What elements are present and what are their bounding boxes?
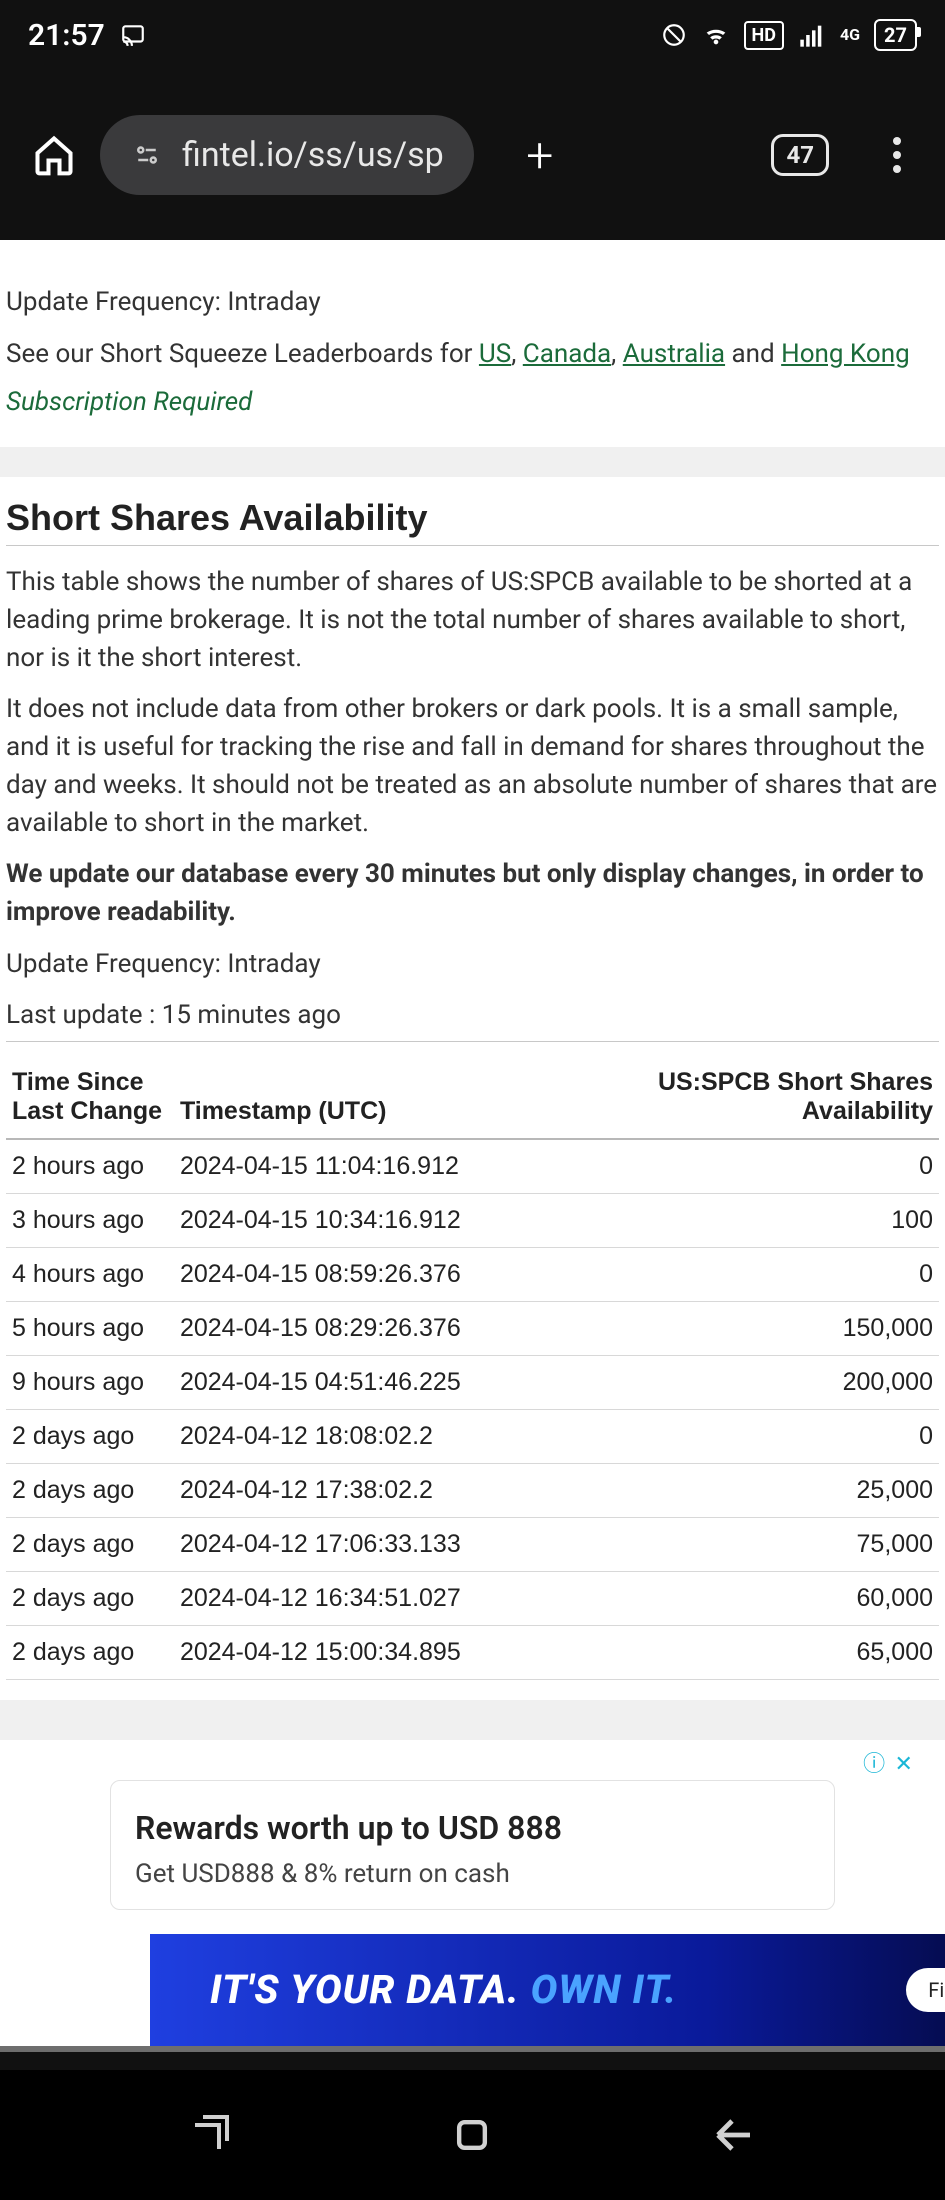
hd-badge: HD [744,21,784,50]
cell-time-since: 2 days ago [6,1463,174,1517]
leaderboard-sentence: See our Short Squeeze Leaderboards for U… [6,336,939,374]
cell-time-since: 9 hours ago [6,1355,174,1409]
table-row: 5 hours ago2024-04-15 08:29:26.376150,00… [6,1301,939,1355]
cell-timestamp: 2024-04-15 10:34:16.912 [174,1193,547,1247]
cell-time-since: 2 days ago [6,1625,174,1679]
network-type: 4G [840,25,860,44]
last-update: Last update : 15 minutes ago [6,997,939,1042]
cell-availability: 100 [547,1193,939,1247]
android-status-bar: 21:57 HD 4G 27 [0,0,945,70]
cell-timestamp: 2024-04-15 08:59:26.376 [174,1247,547,1301]
table-row: 4 hours ago2024-04-15 08:59:26.3760 [6,1247,939,1301]
table-row: 2 hours ago2024-04-15 11:04:16.9120 [6,1139,939,1194]
subscription-required: Subscription Required [6,387,939,417]
cell-time-since: 3 hours ago [6,1193,174,1247]
col-time-since: Time Since Last Change [6,1056,174,1139]
table-row: 2 days ago2024-04-12 17:06:33.13375,000 [6,1517,939,1571]
section-p1: This table shows the number of shares of… [6,564,939,677]
cell-availability: 60,000 [547,1571,939,1625]
cell-timestamp: 2024-04-15 08:29:26.376 [174,1301,547,1355]
new-tab-button[interactable]: + [514,127,566,184]
ad-banner[interactable]: IT'S YOUR DATA. OWN IT. Fir [150,1934,945,2046]
battery-badge: 27 [874,19,917,51]
cell-time-since: 2 days ago [6,1517,174,1571]
update-frequency-top: Update Frequency: Intraday [6,284,939,322]
cell-time-since: 2 hours ago [6,1139,174,1194]
ad-banner-pill: Fir [906,1968,945,2012]
home-nav-button[interactable] [442,2105,502,2165]
tab-switcher-button[interactable]: 47 [771,134,829,176]
cell-availability: 0 [547,1139,939,1194]
cell-timestamp: 2024-04-12 16:34:51.027 [174,1571,547,1625]
url-bar[interactable]: fintel.io/ss/us/sp [100,115,474,195]
cell-time-since: 4 hours ago [6,1247,174,1301]
wifi-icon [702,21,730,49]
cell-availability: 200,000 [547,1355,939,1409]
update-frequency-section: Update Frequency: Intraday [6,946,939,984]
cell-timestamp: 2024-04-15 04:51:46.225 [174,1355,547,1409]
cell-timestamp: 2024-04-15 11:04:16.912 [174,1139,547,1194]
section-p2: It does not include data from other brok… [6,691,939,842]
cell-availability: 0 [547,1409,939,1463]
link-canada[interactable]: Canada [523,339,611,369]
link-australia[interactable]: Australia [623,339,725,369]
cell-availability: 65,000 [547,1625,939,1679]
table-row: 3 hours ago2024-04-15 10:34:16.912100 [6,1193,939,1247]
cell-timestamp: 2024-04-12 18:08:02.2 [174,1409,547,1463]
short-shares-table: Time Since Last Change Timestamp (UTC) U… [6,1056,939,1680]
cell-timestamp: 2024-04-12 17:06:33.133 [174,1517,547,1571]
browser-toolbar: fintel.io/ss/us/sp + 47 [0,70,945,240]
scroll-indicator [0,2046,945,2070]
ad-card[interactable]: Rewards worth up to USD 888 Get USD888 &… [110,1780,835,1910]
top-info-panel: Update Frequency: Intraday See our Short… [0,240,945,447]
table-row: 2 days ago2024-04-12 16:34:51.02760,000 [6,1571,939,1625]
signal-icon [798,21,826,49]
no-sim-icon [660,21,688,49]
cell-time-since: 2 days ago [6,1571,174,1625]
cell-timestamp: 2024-04-12 17:38:02.2 [174,1463,547,1517]
table-header-row: Time Since Last Change Timestamp (UTC) U… [6,1056,939,1139]
cell-availability: 25,000 [547,1463,939,1517]
short-shares-panel: Short Shares Availability This table sho… [0,477,945,1700]
ad-card-subtitle: Get USD888 & 8% return on cash [135,1859,810,1889]
table-row: 2 days ago2024-04-12 18:08:02.20 [6,1409,939,1463]
col-timestamp: Timestamp (UTC) [174,1056,547,1139]
recents-button[interactable] [181,2105,241,2165]
android-nav-bar [0,2070,945,2200]
ad-card-title: Rewards worth up to USD 888 [135,1809,810,1847]
section-p3: We update our database every 30 minutes … [6,856,939,931]
table-row: 2 days ago2024-04-12 17:38:02.225,000 [6,1463,939,1517]
ad-banner-text: IT'S YOUR DATA. OWN IT. [210,1966,677,2013]
ad-info-close[interactable]: ⓘ ✕ [863,1746,915,1778]
site-settings-icon [130,138,164,172]
home-button[interactable] [28,129,80,181]
col-availability: US:SPCB Short Shares Availability [547,1056,939,1139]
table-row: 9 hours ago2024-04-15 04:51:46.225200,00… [6,1355,939,1409]
cast-icon [119,21,147,49]
cell-availability: 0 [547,1247,939,1301]
status-clock: 21:57 [28,18,105,53]
cell-time-since: 2 days ago [6,1409,174,1463]
cell-timestamp: 2024-04-12 15:00:34.895 [174,1625,547,1679]
cell-time-since: 5 hours ago [6,1301,174,1355]
table-row: 2 days ago2024-04-12 15:00:34.89565,000 [6,1625,939,1679]
page-content: Update Frequency: Intraday See our Short… [0,240,945,2070]
url-text: fintel.io/ss/us/sp [182,135,444,175]
link-hongkong[interactable]: Hong Kong [781,339,910,369]
link-us[interactable]: US [479,339,511,369]
cell-availability: 150,000 [547,1301,939,1355]
ad-region: ⓘ ✕ Rewards worth up to USD 888 Get USD8… [0,1740,945,2046]
section-title: Short Shares Availability [6,497,939,546]
back-button[interactable] [704,2105,764,2165]
browser-menu-button[interactable] [877,137,917,173]
cell-availability: 75,000 [547,1517,939,1571]
